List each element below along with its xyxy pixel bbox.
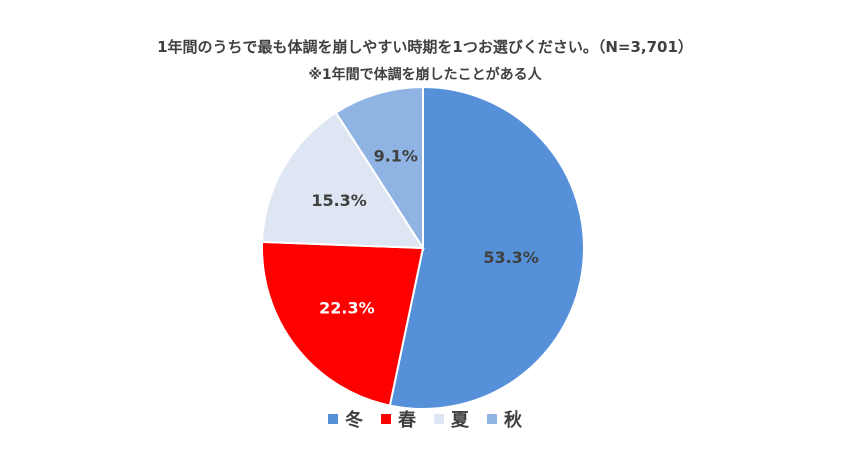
chart-subtitle: ※1年間で体調を崩したことがある人: [308, 67, 542, 83]
legend-label-spring: 春: [398, 410, 416, 431]
data-label-summer: 15.3%: [311, 191, 367, 210]
legend-item-summer: 夏: [434, 406, 469, 432]
legend-swatch-winter: [328, 414, 338, 424]
legend-swatch-spring: [381, 414, 391, 424]
legend-item-winter: 冬: [328, 406, 363, 432]
data-label-winter: 53.3%: [483, 248, 539, 267]
data-label-autumn: 9.1%: [374, 146, 418, 165]
pie-slice-summer: [261, 111, 425, 250]
legend: 冬 春 夏 秋: [0, 406, 850, 432]
legend-label-winter: 冬: [345, 410, 363, 431]
legend-label-summer: 夏: [451, 410, 469, 431]
chart-title: 1年間のうちで最も体調を崩しやすい時期を1つお選びください。（N=3,701）: [157, 38, 693, 56]
legend-swatch-autumn: [487, 414, 497, 424]
pie-slice-spring: [261, 240, 425, 407]
pie-slice-autumn: [334, 85, 424, 252]
data-label-spring: 22.3%: [319, 298, 375, 317]
legend-label-autumn: 秋: [504, 410, 522, 431]
legend-swatch-summer: [434, 414, 444, 424]
pie-slice-winter: [388, 85, 585, 410]
legend-item-autumn: 秋: [487, 406, 522, 432]
legend-item-spring: 春: [381, 406, 416, 432]
